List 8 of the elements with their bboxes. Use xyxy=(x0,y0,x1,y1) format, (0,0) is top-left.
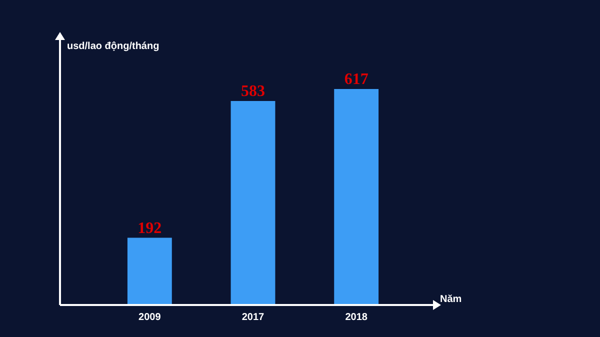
data-label: 192 xyxy=(138,220,162,237)
x-axis-title: Năm xyxy=(440,294,462,305)
x-tick-label: 2017 xyxy=(242,312,265,323)
y-axis-title: usd/lao động/tháng xyxy=(67,40,160,52)
data-label: 617 xyxy=(344,71,368,88)
x-tick-label: 2018 xyxy=(345,312,368,323)
x-tick-label: 2009 xyxy=(138,312,162,323)
data-label: 583 xyxy=(241,83,265,100)
